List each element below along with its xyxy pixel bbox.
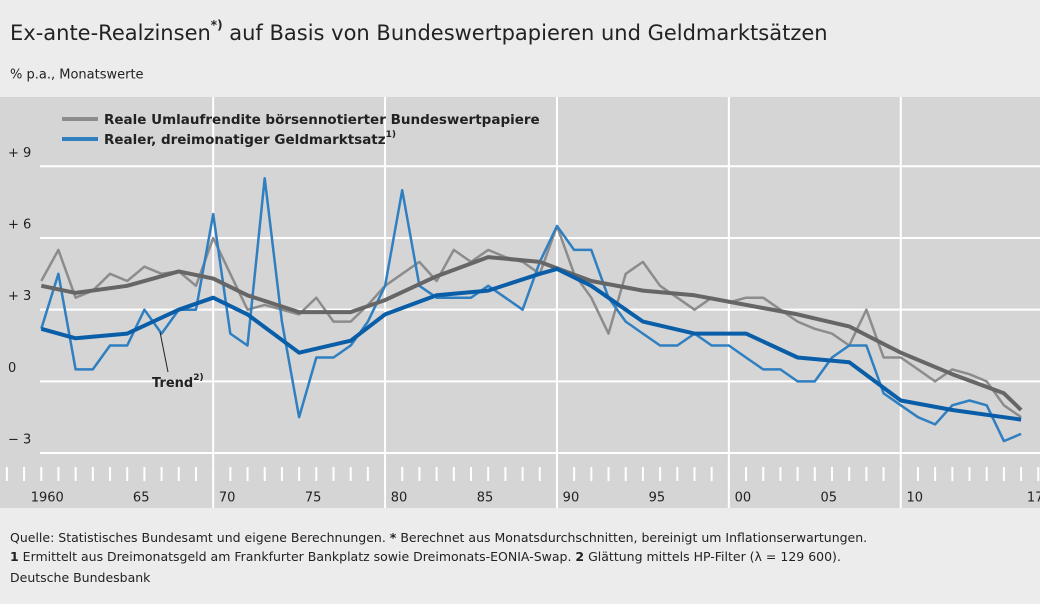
legend-label: Reale Umlaufrendite börsennotierter Bund… xyxy=(104,112,540,128)
source: Quelle: Statistisches Bundesamt und eige… xyxy=(10,530,390,545)
title-main: Ex-ante-Realzinsen xyxy=(10,21,211,45)
series-line xyxy=(40,176,1022,443)
x-tick-label: 80 xyxy=(391,491,408,506)
x-tick-label: 1960 xyxy=(31,491,64,506)
annotation-sup: 2) xyxy=(193,373,203,383)
subtitle: % p.a., Monatswerte xyxy=(10,68,144,83)
annotation-leader xyxy=(159,331,169,373)
note-mark: 2 xyxy=(575,549,585,564)
x-tick-label: 75 xyxy=(305,491,322,506)
plot-background xyxy=(0,97,1040,508)
chart-title: Ex-ante-Realzinsen*) auf Basis von Bunde… xyxy=(10,18,828,46)
legend-text: Realer, dreimonatiger Geldmarktsatz xyxy=(104,132,386,148)
note-text: Berechnet aus Monatsdurchschnitten, bere… xyxy=(396,530,868,545)
y-tick-label: + 3 xyxy=(8,289,31,304)
x-tick-label: 90 xyxy=(563,491,580,506)
footer-line: Quelle: Statistisches Bundesamt und eige… xyxy=(10,530,867,545)
x-tick-label: 65 xyxy=(133,491,150,506)
trend-line xyxy=(40,267,1022,422)
legend-sup: 1) xyxy=(386,130,396,140)
x-tick-label: 05 xyxy=(821,491,838,506)
note-mark: 1 xyxy=(10,549,19,564)
trend-line xyxy=(40,255,1023,412)
x-tick-label: 85 xyxy=(477,491,494,506)
annotation-text: Trend xyxy=(152,376,193,391)
note-text: Glättung mittels HP-Filter (λ = 129 600)… xyxy=(584,549,841,564)
publisher: Deutsche Bundesbank xyxy=(10,570,151,585)
y-tick-label: + 6 xyxy=(8,217,31,232)
title-sup: *) xyxy=(211,18,223,32)
x-tick-label: 95 xyxy=(649,491,666,506)
legend-label: Realer, dreimonatiger Geldmarktsatz1) xyxy=(104,130,396,149)
title-rest: auf Basis von Bundeswertpapieren und Gel… xyxy=(223,21,828,45)
footer-line: 1 Ermittelt aus Dreimonatsgeld am Frankf… xyxy=(10,549,841,564)
y-tick-label: 0 xyxy=(8,361,16,376)
y-tick-label: − 3 xyxy=(8,433,31,448)
x-tick-label: 10 xyxy=(906,491,923,506)
x-tick-label: 70 xyxy=(219,491,236,506)
x-tick-label: 17 xyxy=(1027,491,1040,506)
note-text: Ermittelt aus Dreimonatsgeld am Frankfur… xyxy=(18,549,576,564)
note-mark: * xyxy=(389,530,397,545)
annotation: Trend2) xyxy=(152,373,204,391)
y-tick-label: + 9 xyxy=(8,146,31,161)
x-tick-label: 00 xyxy=(735,491,752,506)
